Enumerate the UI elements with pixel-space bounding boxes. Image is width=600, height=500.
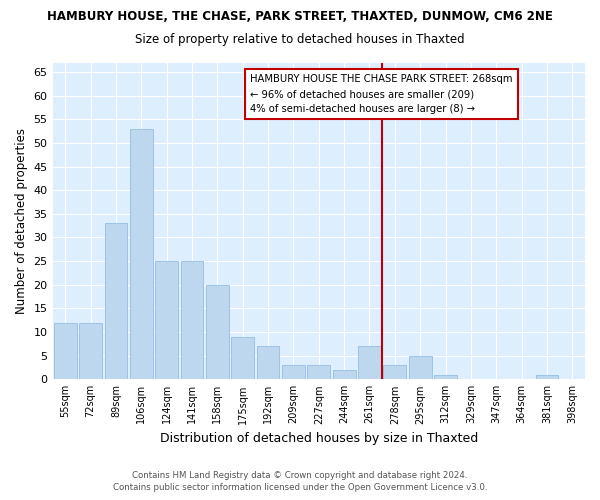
- Bar: [206, 284, 229, 380]
- Bar: [155, 261, 178, 380]
- Text: HAMBURY HOUSE THE CHASE PARK STREET: 268sqm
← 96% of detached houses are smaller: HAMBURY HOUSE THE CHASE PARK STREET: 268…: [250, 74, 513, 114]
- Y-axis label: Number of detached properties: Number of detached properties: [15, 128, 28, 314]
- Bar: [383, 365, 406, 380]
- Bar: [257, 346, 280, 380]
- Bar: [282, 365, 305, 380]
- Bar: [231, 336, 254, 380]
- Text: Contains HM Land Registry data © Crown copyright and database right 2024.
Contai: Contains HM Land Registry data © Crown c…: [113, 471, 487, 492]
- Text: Size of property relative to detached houses in Thaxted: Size of property relative to detached ho…: [135, 32, 465, 46]
- X-axis label: Distribution of detached houses by size in Thaxted: Distribution of detached houses by size …: [160, 432, 478, 445]
- Text: HAMBURY HOUSE, THE CHASE, PARK STREET, THAXTED, DUNMOW, CM6 2NE: HAMBURY HOUSE, THE CHASE, PARK STREET, T…: [47, 10, 553, 23]
- Bar: [181, 261, 203, 380]
- Bar: [54, 322, 77, 380]
- Bar: [130, 128, 152, 380]
- Bar: [358, 346, 381, 380]
- Bar: [434, 374, 457, 380]
- Bar: [409, 356, 431, 380]
- Bar: [307, 365, 330, 380]
- Bar: [79, 322, 102, 380]
- Bar: [104, 224, 127, 380]
- Bar: [536, 374, 559, 380]
- Bar: [333, 370, 356, 380]
